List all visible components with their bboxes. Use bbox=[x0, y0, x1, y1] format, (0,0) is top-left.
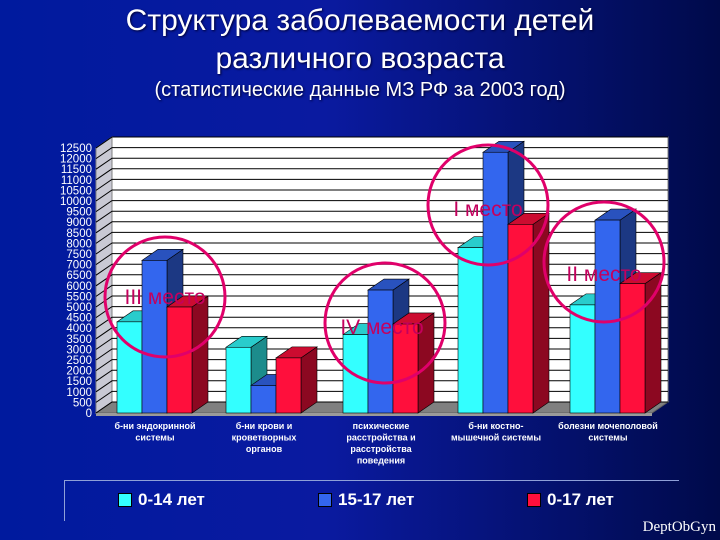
page-subtitle: (статистические данные МЗ РФ за 2003 год… bbox=[154, 79, 566, 101]
y-tick-label: 11500 bbox=[61, 164, 92, 176]
y-tick-label: 8000 bbox=[66, 238, 92, 250]
y-tick-label: 6000 bbox=[66, 281, 92, 293]
x-tick-label: органов bbox=[246, 444, 283, 454]
legend-swatch-15-17 bbox=[318, 493, 332, 507]
gridline bbox=[95, 168, 668, 181]
legend-frame bbox=[64, 480, 679, 521]
x-tick-label: болезни мочеполовой bbox=[558, 421, 658, 431]
y-tick-label: 7000 bbox=[66, 260, 92, 272]
title-line-2: различного возраста bbox=[215, 42, 505, 75]
gridline bbox=[95, 231, 668, 244]
y-tick-label: 9500 bbox=[66, 207, 92, 219]
bar bbox=[166, 306, 193, 414]
bar bbox=[457, 247, 484, 414]
annotation-label: III место bbox=[124, 286, 205, 309]
x-tick-label: психические bbox=[353, 421, 410, 431]
legend-item-0-14: 0-14 лет bbox=[118, 490, 205, 510]
x-tick-label: кроветворных bbox=[232, 433, 297, 443]
y-tick-label: 8500 bbox=[66, 228, 92, 240]
legend-item-0-17: 0-17 лет bbox=[527, 490, 614, 510]
bar bbox=[619, 283, 646, 414]
page-title: Структура заболеваемости детей различног… bbox=[0, 2, 720, 78]
bar bbox=[594, 219, 621, 414]
bar bbox=[367, 289, 394, 414]
y-tick-label: 9000 bbox=[66, 217, 92, 229]
y-tick-label: 7500 bbox=[66, 249, 92, 261]
y-tick-label: 12500 bbox=[60, 143, 92, 155]
gridline bbox=[95, 189, 668, 202]
y-tick-label: 2000 bbox=[66, 366, 92, 378]
watermark: DeptObGyn bbox=[642, 519, 716, 535]
y-tick-label: 5500 bbox=[66, 291, 92, 303]
y-tick-label: 4000 bbox=[66, 323, 92, 335]
bar bbox=[569, 304, 596, 414]
y-tick-label: 0 bbox=[86, 408, 92, 420]
gridline bbox=[95, 136, 668, 149]
x-tick-label: системы bbox=[588, 433, 627, 443]
bar bbox=[250, 385, 277, 414]
y-tick-label: 500 bbox=[73, 397, 92, 409]
x-tick-label: поведения bbox=[357, 456, 405, 466]
bar bbox=[482, 151, 509, 414]
annotation-label: I место bbox=[453, 198, 522, 221]
x-tick-label: расстройства bbox=[350, 444, 412, 454]
legend-label-0-14: 0-14 лет bbox=[138, 490, 205, 509]
x-tick-label: б-ни костно- bbox=[468, 421, 523, 431]
bar bbox=[392, 323, 419, 414]
gridline bbox=[95, 200, 668, 213]
title-line-1: Структура заболеваемости детей bbox=[125, 4, 595, 37]
legend-label-0-17: 0-17 лет bbox=[547, 490, 614, 509]
y-tick-label: 2500 bbox=[66, 355, 92, 367]
annotation-circle bbox=[426, 143, 550, 267]
bar-side bbox=[644, 272, 662, 414]
x-tick-label: мышечной системы bbox=[451, 433, 541, 443]
annotation-label: II место bbox=[566, 263, 641, 286]
x-tick-label: б-ни эндокринной bbox=[114, 421, 195, 431]
x-tick-label: б-ни крови и bbox=[236, 421, 293, 431]
legend-swatch-0-14 bbox=[118, 493, 132, 507]
gridline bbox=[95, 210, 668, 223]
annotation-label: IV место bbox=[340, 316, 423, 339]
chart-floor-edge bbox=[96, 413, 652, 416]
annotation-circle bbox=[103, 235, 227, 359]
gridline bbox=[95, 157, 668, 170]
x-tick-label: расстройства и bbox=[346, 433, 415, 443]
y-tick-label: 3500 bbox=[66, 334, 92, 346]
y-tick-label: 11000 bbox=[61, 175, 92, 187]
gridline bbox=[95, 221, 668, 234]
annotation-circle bbox=[323, 261, 447, 385]
bar bbox=[141, 260, 168, 414]
y-tick-label: 6500 bbox=[66, 270, 92, 282]
bar bbox=[275, 357, 302, 414]
y-tick-label: 10500 bbox=[60, 185, 92, 197]
y-tick-label: 4500 bbox=[66, 313, 92, 325]
bar bbox=[225, 346, 252, 414]
y-tick-label: 3000 bbox=[66, 344, 92, 356]
bar-side bbox=[191, 295, 209, 414]
gridline bbox=[95, 178, 668, 191]
x-tick-label: системы bbox=[135, 433, 174, 443]
legend-label-15-17: 15-17 лет bbox=[338, 490, 415, 509]
y-tick-label: 1500 bbox=[66, 376, 92, 388]
y-tick-label: 12000 bbox=[60, 154, 92, 166]
annotation-circle bbox=[542, 200, 666, 324]
legend-swatch-0-17 bbox=[527, 493, 541, 507]
y-tick-label: 10000 bbox=[60, 196, 92, 208]
y-tick-label: 1000 bbox=[66, 387, 92, 399]
bar bbox=[507, 224, 534, 414]
gridline bbox=[95, 147, 668, 160]
y-tick-label: 5000 bbox=[66, 302, 92, 314]
bar-side bbox=[300, 346, 318, 414]
legend-item-15-17: 15-17 лет bbox=[318, 490, 414, 510]
